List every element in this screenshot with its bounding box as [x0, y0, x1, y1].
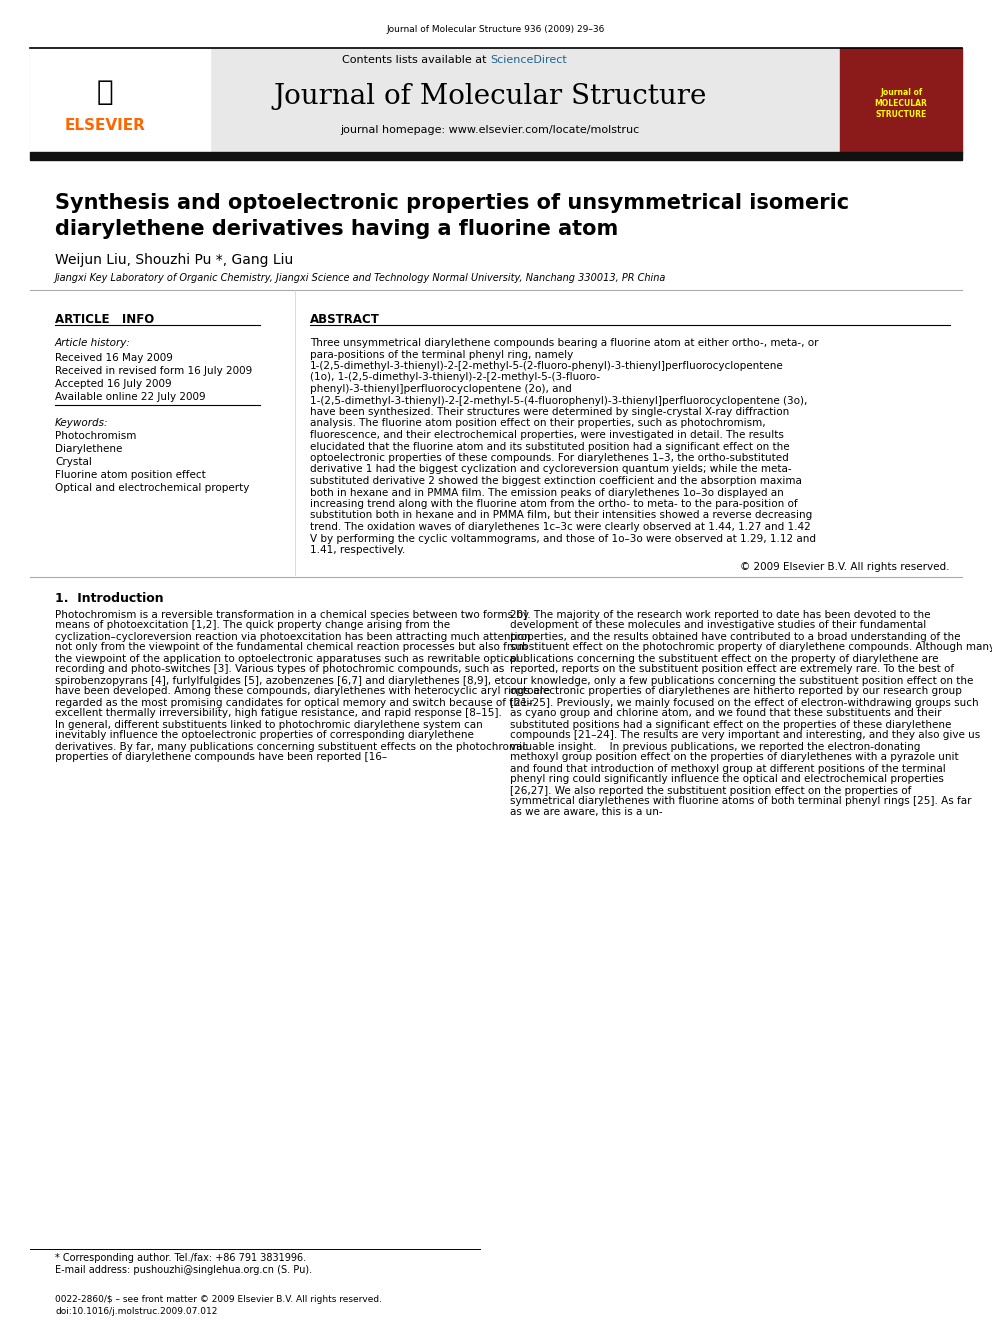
Text: Jiangxi Key Laboratory of Organic Chemistry, Jiangxi Science and Technology Norm: Jiangxi Key Laboratory of Organic Chemis…	[55, 273, 667, 283]
Text: Available online 22 July 2009: Available online 22 July 2009	[55, 392, 205, 402]
Text: © 2009 Elsevier B.V. All rights reserved.: © 2009 Elsevier B.V. All rights reserved…	[740, 561, 950, 572]
Text: 20]. The majority of the research work reported to date has been devoted to the: 20]. The majority of the research work r…	[510, 610, 930, 619]
Text: Synthesis and optoelectronic properties of unsymmetrical isomeric
diarylethene d: Synthesis and optoelectronic properties …	[55, 193, 849, 239]
Text: ScienceDirect: ScienceDirect	[490, 56, 566, 65]
Text: doi:10.1016/j.molstruc.2009.07.012: doi:10.1016/j.molstruc.2009.07.012	[55, 1307, 217, 1316]
Text: reported, reports on the substituent position effect are extremely rare. To the : reported, reports on the substituent pos…	[510, 664, 954, 675]
Text: Photochromism is a reversible transformation in a chemical species between two f: Photochromism is a reversible transforma…	[55, 610, 529, 619]
Text: Journal of Molecular Structure: Journal of Molecular Structure	[274, 83, 706, 110]
Text: publications concerning the substituent effect on the property of diarylethene a: publications concerning the substituent …	[510, 654, 938, 664]
Text: ELSEVIER: ELSEVIER	[64, 118, 146, 134]
Text: Crystal: Crystal	[55, 456, 92, 467]
Text: 🌳: 🌳	[96, 78, 113, 106]
Text: Received in revised form 16 July 2009: Received in revised form 16 July 2009	[55, 366, 252, 376]
Text: Photochromism: Photochromism	[55, 431, 136, 441]
Text: substituent effect on the photochromic property of diarylethene compounds. Altho: substituent effect on the photochromic p…	[510, 643, 992, 652]
Text: 1-(2,5-dimethyl-3-thienyl)-2-[2-methyl-5-(2-fluoro-phenyl)-3-thienyl]perfluorocy: 1-(2,5-dimethyl-3-thienyl)-2-[2-methyl-5…	[310, 361, 784, 370]
Text: journal homepage: www.elsevier.com/locate/molstruc: journal homepage: www.elsevier.com/locat…	[340, 124, 640, 135]
Text: derivative 1 had the biggest cyclization and cycloreversion quantum yields; whil: derivative 1 had the biggest cyclization…	[310, 464, 792, 475]
Text: and found that introduction of methoxyl group at different positions of the term: and found that introduction of methoxyl …	[510, 763, 945, 774]
Text: compounds [21–24]. The results are very important and interesting, and they also: compounds [21–24]. The results are very …	[510, 730, 980, 741]
Text: E-mail address: pushouzhi@singlehua.org.cn (S. Pu).: E-mail address: pushouzhi@singlehua.org.…	[55, 1265, 312, 1275]
Text: means of photoexcitation [1,2]. The quick property change arising from the: means of photoexcitation [1,2]. The quic…	[55, 620, 450, 631]
Text: [26,27]. We also reported the substituent position effect on the properties of: [26,27]. We also reported the substituen…	[510, 786, 912, 795]
Text: properties of diarylethene compounds have been reported [16–: properties of diarylethene compounds hav…	[55, 753, 387, 762]
Bar	[30, 48, 210, 153]
Text: phenyl)-3-thienyl]perfluorocyclopentene (2o), and: phenyl)-3-thienyl]perfluorocyclopentene …	[310, 384, 571, 394]
Text: regarded as the most promising candidates for optical memory and switch because : regarded as the most promising candidate…	[55, 697, 534, 708]
Text: the viewpoint of the application to optoelectronic apparatuses such as rewritabl: the viewpoint of the application to opto…	[55, 654, 519, 664]
Text: Diarylethene: Diarylethene	[55, 445, 122, 454]
Text: Weijun Liu, Shouzhi Pu *, Gang Liu: Weijun Liu, Shouzhi Pu *, Gang Liu	[55, 253, 294, 267]
Text: In general, different substituents linked to photochromic diarylethene system ca: In general, different substituents linke…	[55, 720, 483, 729]
Text: properties, and the results obtained have contributed to a broad understanding o: properties, and the results obtained hav…	[510, 631, 960, 642]
Text: valuable insight.    In previous publications, we reported the electron-donating: valuable insight. In previous publicatio…	[510, 741, 921, 751]
Text: analysis. The fluorine atom position effect on their properties, such as photoch: analysis. The fluorine atom position eff…	[310, 418, 766, 429]
Text: substitution both in hexane and in PMMA film, but their intensities showed a rev: substitution both in hexane and in PMMA …	[310, 511, 812, 520]
Text: Journal of Molecular Structure 936 (2009) 29–36: Journal of Molecular Structure 936 (2009…	[387, 25, 605, 34]
Text: cyclization–cycloreversion reaction via photoexcitation has been attracting much: cyclization–cycloreversion reaction via …	[55, 631, 531, 642]
Text: 1.41, respectively.: 1.41, respectively.	[310, 545, 406, 556]
Text: have been developed. Among these compounds, diarylethenes with heterocyclic aryl: have been developed. Among these compoun…	[55, 687, 550, 696]
Text: substituted derivative 2 showed the biggest extinction coefficient and the absor: substituted derivative 2 showed the bigg…	[310, 476, 802, 486]
Text: optoelectronic properties of these compounds. For diarylethenes 1–3, the ortho-s: optoelectronic properties of these compo…	[310, 452, 789, 463]
Text: Article history:: Article history:	[55, 337, 131, 348]
Text: phenyl ring could significantly influence the optical and electrochemical proper: phenyl ring could significantly influenc…	[510, 774, 943, 785]
Bar	[840, 48, 962, 153]
Text: 0022-2860/$ – see front matter © 2009 Elsevier B.V. All rights reserved.: 0022-2860/$ – see front matter © 2009 El…	[55, 1295, 382, 1304]
Text: recording and photo-switches [3]. Various types of photochromic compounds, such : recording and photo-switches [3]. Variou…	[55, 664, 504, 675]
Text: not only from the viewpoint of the fundamental chemical reaction processes but a: not only from the viewpoint of the funda…	[55, 643, 528, 652]
Text: 1.  Introduction: 1. Introduction	[55, 591, 164, 605]
Text: Contents lists available at: Contents lists available at	[342, 56, 490, 65]
Text: derivatives. By far, many publications concerning substituent effects on the pho: derivatives. By far, many publications c…	[55, 741, 528, 751]
Text: ABSTRACT: ABSTRACT	[310, 314, 380, 325]
Text: as we are aware, this is a un-: as we are aware, this is a un-	[510, 807, 663, 818]
Text: substituted positions had a significant effect on the properties of these diaryl: substituted positions had a significant …	[510, 720, 951, 729]
Text: development of these molecules and investigative studies of their fundamental: development of these molecules and inves…	[510, 620, 927, 631]
Text: as cyano group and chlorine atom, and we found that these substituents and their: as cyano group and chlorine atom, and we…	[510, 709, 941, 718]
Text: * Corresponding author. Tel./fax: +86 791 3831996.: * Corresponding author. Tel./fax: +86 79…	[55, 1253, 307, 1263]
Text: 1-(2,5-dimethyl-3-thienyl)-2-[2-methyl-5-(4-fluorophenyl)-3-thienyl]perfluorocyc: 1-(2,5-dimethyl-3-thienyl)-2-[2-methyl-5…	[310, 396, 807, 406]
Text: methoxyl group position effect on the properties of diarylethenes with a pyrazol: methoxyl group position effect on the pr…	[510, 753, 958, 762]
Text: both in hexane and in PMMA film. The emission peaks of diarylethenes 1o–3o displ: both in hexane and in PMMA film. The emi…	[310, 487, 784, 497]
Text: have been synthesized. Their structures were determined by single-crystal X-ray : have been synthesized. Their structures …	[310, 407, 790, 417]
Text: Journal of
MOLECULAR
STRUCTURE: Journal of MOLECULAR STRUCTURE	[875, 89, 928, 119]
Text: Keywords:: Keywords:	[55, 418, 108, 429]
Text: symmetrical diarylethenes with fluorine atoms of both terminal phenyl rings [25]: symmetrical diarylethenes with fluorine …	[510, 796, 971, 807]
Text: Optical and electrochemical property: Optical and electrochemical property	[55, 483, 249, 493]
Text: Three unsymmetrical diarylethene compounds bearing a fluorine atom at either ort: Three unsymmetrical diarylethene compoun…	[310, 337, 818, 348]
Text: (1o), 1-(2,5-dimethyl-3-thienyl)-2-[2-methyl-5-(3-fluoro-: (1o), 1-(2,5-dimethyl-3-thienyl)-2-[2-me…	[310, 373, 600, 382]
Text: fluorescence, and their electrochemical properties, were investigated in detail.: fluorescence, and their electrochemical …	[310, 430, 784, 441]
Text: ARTICLE   INFO: ARTICLE INFO	[55, 314, 154, 325]
Text: trend. The oxidation waves of diarylethenes 1c–3c were clearly observed at 1.44,: trend. The oxidation waves of diarylethe…	[310, 523, 810, 532]
Text: increasing trend along with the fluorine atom from the ortho- to meta- to the pa: increasing trend along with the fluorine…	[310, 499, 798, 509]
Text: elucidated that the fluorine atom and its substituted position had a significant: elucidated that the fluorine atom and it…	[310, 442, 790, 451]
Text: optoelectronic properties of diarylethenes are hitherto reported by our research: optoelectronic properties of diarylethen…	[510, 687, 962, 696]
Text: spirobenzopyrans [4], furlylfulgides [5], azobenzenes [6,7] and diarylethenes [8: spirobenzopyrans [4], furlylfulgides [5]…	[55, 676, 514, 685]
Text: excellent thermally irreversibility, high fatigue resistance, and rapid response: excellent thermally irreversibility, hig…	[55, 709, 502, 718]
Text: inevitably influence the optoelectronic properties of corresponding diarylethene: inevitably influence the optoelectronic …	[55, 730, 474, 741]
Text: Received 16 May 2009: Received 16 May 2009	[55, 353, 173, 363]
Text: [21–25]. Previously, we mainly focused on the effect of electron-withdrawing gro: [21–25]. Previously, we mainly focused o…	[510, 697, 979, 708]
Text: para-positions of the terminal phenyl ring, namely: para-positions of the terminal phenyl ri…	[310, 349, 573, 360]
Bar	[30, 48, 962, 153]
Bar	[30, 152, 962, 160]
Text: Accepted 16 July 2009: Accepted 16 July 2009	[55, 378, 172, 389]
Text: our knowledge, only a few publications concerning the substituent position effec: our knowledge, only a few publications c…	[510, 676, 973, 685]
Text: V by performing the cyclic voltammograms, and those of 1o–3o were observed at 1.: V by performing the cyclic voltammograms…	[310, 533, 816, 544]
Text: Fluorine atom position effect: Fluorine atom position effect	[55, 470, 205, 480]
